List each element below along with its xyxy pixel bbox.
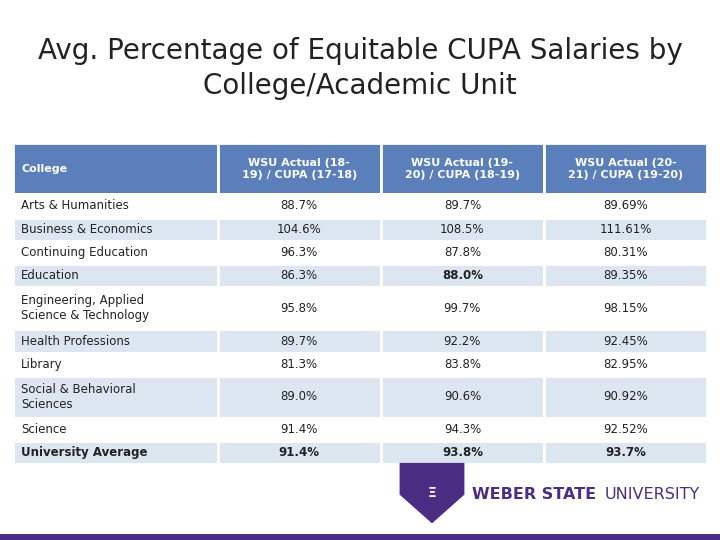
Bar bbox=[217, 376, 381, 418]
Bar bbox=[217, 329, 381, 353]
Text: 87.8%: 87.8% bbox=[444, 246, 481, 259]
Text: 92.2%: 92.2% bbox=[444, 334, 481, 348]
Bar bbox=[544, 194, 707, 218]
Bar bbox=[381, 264, 544, 287]
Text: Education: Education bbox=[22, 269, 80, 282]
Bar bbox=[217, 143, 381, 194]
Bar bbox=[13, 218, 217, 241]
Text: University Average: University Average bbox=[22, 446, 148, 459]
Text: 80.31%: 80.31% bbox=[603, 246, 648, 259]
Bar bbox=[13, 287, 217, 329]
Text: 111.61%: 111.61% bbox=[599, 222, 652, 236]
Bar bbox=[13, 264, 217, 287]
Polygon shape bbox=[400, 463, 464, 523]
Text: 89.7%: 89.7% bbox=[444, 199, 481, 212]
Text: 99.7%: 99.7% bbox=[444, 302, 481, 315]
Text: WEBER STATE: WEBER STATE bbox=[472, 487, 601, 502]
Text: WSU Actual (18-
19) / CUPA (17-18): WSU Actual (18- 19) / CUPA (17-18) bbox=[242, 158, 357, 180]
Text: 95.8%: 95.8% bbox=[281, 302, 318, 315]
Text: 104.6%: 104.6% bbox=[277, 222, 322, 236]
Bar bbox=[217, 441, 381, 464]
Text: Library: Library bbox=[22, 358, 63, 371]
Bar bbox=[544, 143, 707, 194]
Bar bbox=[544, 376, 707, 418]
Bar bbox=[217, 218, 381, 241]
Text: 92.52%: 92.52% bbox=[603, 423, 648, 436]
Text: Avg. Percentage of Equitable CUPA Salaries by
College/Academic Unit: Avg. Percentage of Equitable CUPA Salari… bbox=[37, 37, 683, 100]
Text: 90.6%: 90.6% bbox=[444, 390, 481, 403]
Text: 98.15%: 98.15% bbox=[603, 302, 648, 315]
Bar bbox=[13, 241, 217, 264]
Text: 88.7%: 88.7% bbox=[281, 199, 318, 212]
Text: 83.8%: 83.8% bbox=[444, 358, 481, 371]
Bar bbox=[217, 194, 381, 218]
Bar bbox=[544, 218, 707, 241]
Text: Social & Behavioral
Sciences: Social & Behavioral Sciences bbox=[22, 383, 136, 411]
Text: 89.69%: 89.69% bbox=[603, 199, 648, 212]
Bar bbox=[381, 143, 544, 194]
Text: 91.4%: 91.4% bbox=[281, 423, 318, 436]
Text: 92.45%: 92.45% bbox=[603, 334, 648, 348]
Text: WSU Actual (19-
20) / CUPA (18-19): WSU Actual (19- 20) / CUPA (18-19) bbox=[405, 158, 520, 180]
Bar bbox=[544, 287, 707, 329]
Bar bbox=[381, 329, 544, 353]
Bar bbox=[13, 143, 217, 194]
Text: 90.92%: 90.92% bbox=[603, 390, 648, 403]
Text: Business & Economics: Business & Economics bbox=[22, 222, 153, 236]
Bar bbox=[544, 241, 707, 264]
Bar bbox=[544, 329, 707, 353]
Bar bbox=[544, 264, 707, 287]
Text: Arts & Humanities: Arts & Humanities bbox=[22, 199, 129, 212]
Text: 96.3%: 96.3% bbox=[281, 246, 318, 259]
Bar bbox=[217, 287, 381, 329]
Text: Health Professions: Health Professions bbox=[22, 334, 130, 348]
Bar bbox=[381, 218, 544, 241]
Bar bbox=[13, 329, 217, 353]
Bar bbox=[381, 441, 544, 464]
Text: 108.5%: 108.5% bbox=[440, 222, 485, 236]
Bar bbox=[217, 241, 381, 264]
Text: 94.3%: 94.3% bbox=[444, 423, 481, 436]
Bar bbox=[544, 353, 707, 376]
Bar bbox=[544, 418, 707, 441]
Text: 82.95%: 82.95% bbox=[603, 358, 648, 371]
Text: College: College bbox=[22, 164, 68, 174]
Bar bbox=[381, 194, 544, 218]
Text: Science: Science bbox=[22, 423, 67, 436]
Bar bbox=[381, 241, 544, 264]
Bar bbox=[13, 441, 217, 464]
Bar bbox=[13, 376, 217, 418]
Text: WSU Actual (20-
21) / CUPA (19-20): WSU Actual (20- 21) / CUPA (19-20) bbox=[568, 158, 683, 180]
Text: 86.3%: 86.3% bbox=[281, 269, 318, 282]
Text: 81.3%: 81.3% bbox=[281, 358, 318, 371]
Text: 93.8%: 93.8% bbox=[442, 446, 483, 459]
Bar bbox=[13, 418, 217, 441]
Text: 88.0%: 88.0% bbox=[442, 269, 483, 282]
Text: 89.35%: 89.35% bbox=[603, 269, 648, 282]
Bar bbox=[544, 441, 707, 464]
Bar bbox=[13, 353, 217, 376]
Bar bbox=[0, 534, 720, 540]
Bar bbox=[381, 287, 544, 329]
Text: Continuing Education: Continuing Education bbox=[22, 246, 148, 259]
Text: 91.4%: 91.4% bbox=[279, 446, 320, 459]
Bar bbox=[217, 418, 381, 441]
Text: 89.7%: 89.7% bbox=[281, 334, 318, 348]
Bar bbox=[381, 376, 544, 418]
Text: Engineering, Applied
Science & Technology: Engineering, Applied Science & Technolog… bbox=[22, 294, 150, 322]
Bar bbox=[217, 264, 381, 287]
Bar bbox=[13, 194, 217, 218]
Text: Ξ: Ξ bbox=[428, 486, 436, 500]
Text: 89.0%: 89.0% bbox=[281, 390, 318, 403]
Bar bbox=[381, 353, 544, 376]
Text: UNIVERSITY: UNIVERSITY bbox=[605, 487, 700, 502]
Bar bbox=[217, 353, 381, 376]
Bar bbox=[381, 418, 544, 441]
Text: 93.7%: 93.7% bbox=[605, 446, 646, 459]
